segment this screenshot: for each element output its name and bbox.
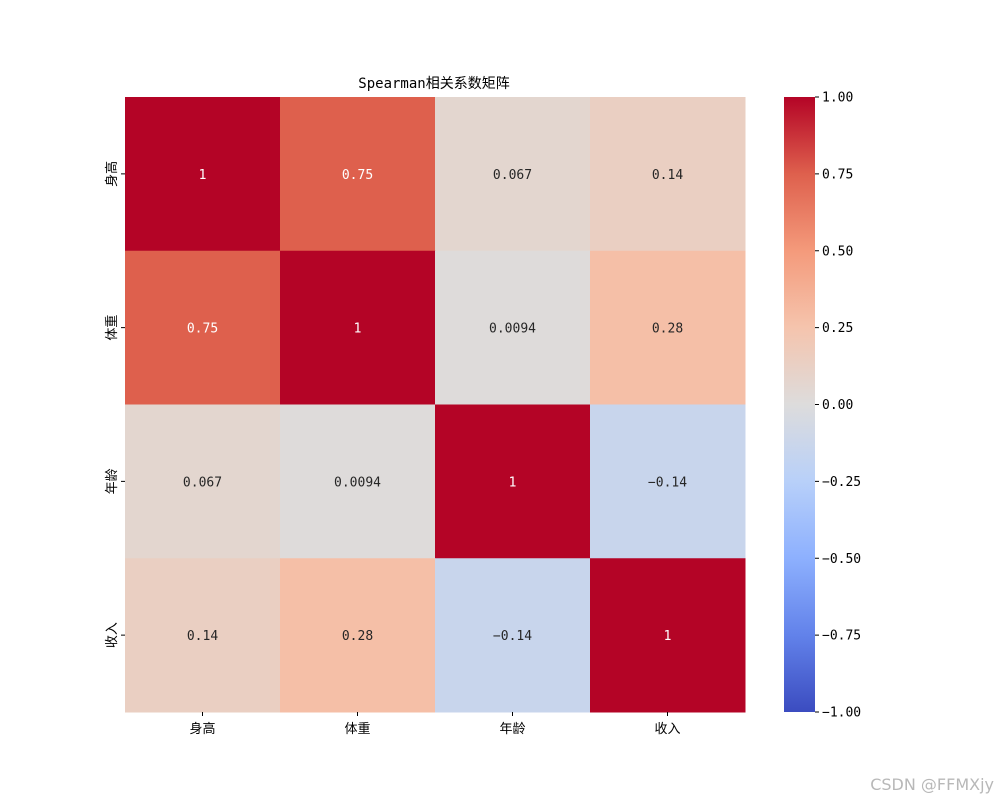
cell-annotation: 0.14 xyxy=(187,629,218,644)
y-tick-label: 年龄 xyxy=(105,468,120,494)
colorbar-gradient xyxy=(784,97,815,712)
colorbar-tick-label: 0.75 xyxy=(822,167,853,182)
heatmap-cell xyxy=(435,558,591,713)
y-tick-label: 收入 xyxy=(105,622,120,648)
heatmap-cell xyxy=(125,404,281,559)
heatmap-cell xyxy=(125,250,281,405)
x-tick-label: 体重 xyxy=(344,721,370,737)
heatmap-cell xyxy=(590,250,746,405)
x-tick-label: 收入 xyxy=(654,722,680,737)
heatmap-cell xyxy=(435,97,591,252)
heatmap-cell xyxy=(280,250,436,405)
colorbar-axis: 1.00 0.75 0.50 0.25 0.00 −0.25 −0.50 −0.75 −1.00 xyxy=(815,91,861,721)
colorbar-tick-label: −0.50 xyxy=(822,552,861,567)
cell-annotation: 0.0094 xyxy=(334,475,381,490)
cell-annotation: 0.28 xyxy=(342,629,373,644)
cell-annotation: 0.75 xyxy=(342,168,373,183)
x-axis: 身高 体重 年龄 收入 xyxy=(189,712,681,737)
colorbar-tick-label: 0.50 xyxy=(822,244,853,259)
cell-annotation: 0.067 xyxy=(183,475,222,490)
heatmap-cell xyxy=(590,404,746,559)
cell-annotation: 1 xyxy=(664,629,672,644)
cell-annotation: −0.14 xyxy=(648,475,687,490)
colorbar xyxy=(784,97,815,712)
cell-annotation: 1 xyxy=(199,168,207,183)
cell-annotation: 1 xyxy=(509,475,517,490)
colorbar-tick-label: −0.25 xyxy=(822,475,861,490)
cell-annotation: 0.75 xyxy=(187,322,218,337)
cell-annotations: 1 0.75 0.067 0.14 0.75 1 0.0094 0.28 0.067 0.0094… xyxy=(183,168,687,644)
heatmap-cell xyxy=(280,558,436,713)
cell-annotation: 1 xyxy=(354,322,362,337)
cell-annotation: 0.0094 xyxy=(489,322,536,337)
heatmap-cell xyxy=(590,97,746,252)
cell-annotation: −0.14 xyxy=(493,629,532,644)
y-tick-label: 身高 xyxy=(104,161,120,187)
heatmap-cell xyxy=(435,404,591,559)
cell-annotation: 0.14 xyxy=(652,168,683,183)
heatmap-cell xyxy=(280,97,436,252)
heatmap-cell xyxy=(435,250,591,405)
heatmap-cell xyxy=(125,97,281,252)
watermark: CSDN @FFMXjy xyxy=(870,775,994,794)
colorbar-tick-label: 1.00 xyxy=(822,91,853,106)
heatmap-cells xyxy=(125,97,746,713)
colorbar-tick-label: −0.75 xyxy=(822,629,861,644)
heatmap-cell xyxy=(590,558,746,713)
colorbar-tick-label: −1.00 xyxy=(822,706,861,721)
colorbar-tick-label: 0.25 xyxy=(822,321,853,336)
heatmap-cell xyxy=(280,404,436,559)
cell-annotation: 0.067 xyxy=(493,168,532,183)
chart-title: Spearman相关系数矩阵 xyxy=(358,76,509,92)
x-tick-label: 年龄 xyxy=(499,722,525,737)
y-tick-label: 体重 xyxy=(104,315,120,341)
x-tick-label: 身高 xyxy=(189,721,215,737)
colorbar-tick-label: 0.00 xyxy=(822,398,853,413)
cell-annotation: 0.28 xyxy=(652,322,683,337)
heatmap-cell xyxy=(125,558,281,713)
